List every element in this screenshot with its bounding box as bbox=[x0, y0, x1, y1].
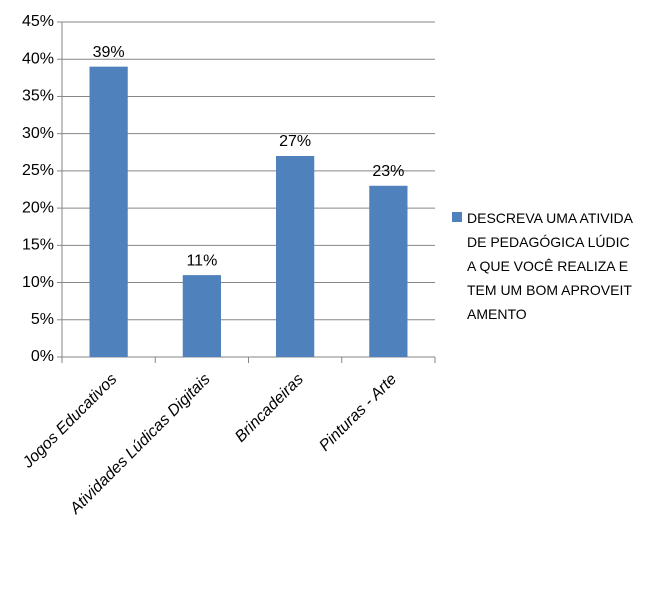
x-tick-label: Brincadeiras bbox=[232, 371, 307, 446]
y-tick-label: 25% bbox=[22, 162, 54, 179]
legend-swatch bbox=[452, 212, 462, 222]
data-label: 11% bbox=[186, 252, 217, 269]
data-label: 27% bbox=[279, 133, 311, 150]
bar bbox=[276, 156, 315, 357]
y-tick-label: 5% bbox=[31, 311, 54, 328]
y-tick-label: 35% bbox=[22, 88, 54, 105]
y-tick-label: 45% bbox=[22, 13, 54, 30]
bar bbox=[369, 185, 408, 357]
y-tick-label: 15% bbox=[22, 237, 54, 254]
bar bbox=[182, 275, 221, 357]
x-tick-label: Jogos Educativos bbox=[19, 371, 120, 472]
y-tick-label: 0% bbox=[31, 348, 54, 365]
x-tick-label: Pinturas - Arte bbox=[316, 371, 400, 455]
y-tick-label: 10% bbox=[22, 274, 54, 291]
legend: DESCREVA UMA ATIVIDADE PEDAGÓGICA LÚDICA… bbox=[452, 206, 642, 326]
y-tick-label: 30% bbox=[22, 125, 54, 142]
data-label: 23% bbox=[372, 163, 404, 180]
y-tick-label: 20% bbox=[22, 199, 54, 216]
legend-label: DESCREVA UMA ATIVIDADE PEDAGÓGICA LÚDICA… bbox=[467, 210, 633, 322]
bar bbox=[89, 66, 128, 358]
data-label: 39% bbox=[93, 44, 125, 61]
y-tick-label: 40% bbox=[22, 50, 54, 67]
